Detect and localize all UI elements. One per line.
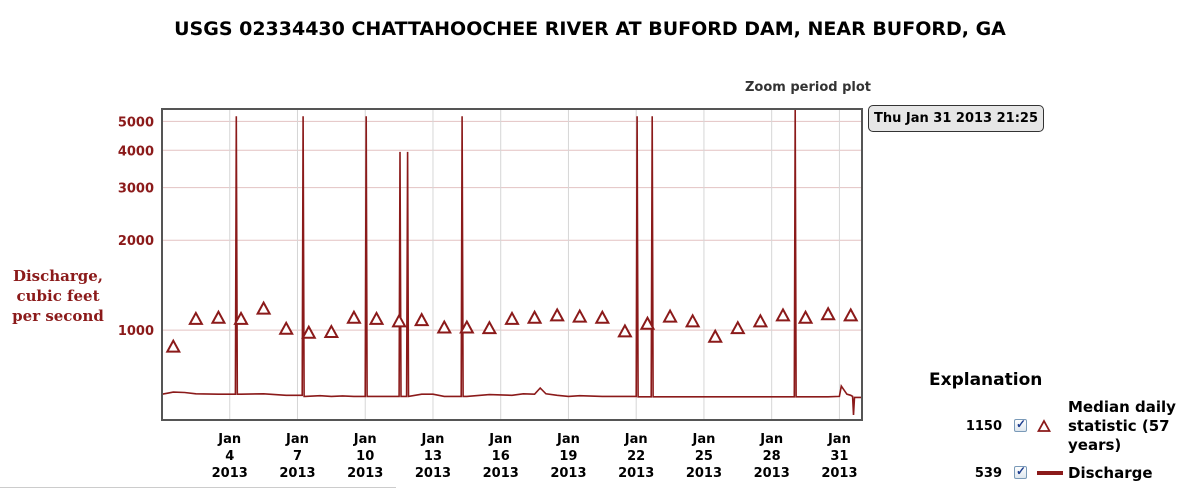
x-tick-label: 13 (424, 449, 442, 464)
median-series (165, 300, 859, 353)
x-tick-label: Jan (827, 432, 851, 447)
y-tick-label: 2000 (118, 234, 154, 249)
x-tick-label: Jan (285, 432, 309, 447)
median-triangle-point (255, 300, 272, 315)
median-triangle-point (459, 319, 475, 334)
median-triangle-point (707, 328, 723, 343)
median-triangle-point (504, 310, 520, 325)
checkmark-icon: ✓ (1016, 417, 1027, 431)
median-triangle-point (617, 323, 633, 338)
x-tick-label: Jan (488, 432, 512, 447)
median-triangle-point (346, 309, 362, 324)
median-triangle-point (549, 307, 565, 322)
median-triangle-point (797, 309, 814, 324)
median-triangle-point (572, 308, 588, 323)
x-tick-label: 2013 (618, 466, 654, 481)
median-triangle-point (730, 320, 746, 335)
legend-discharge-count: 539 (974, 466, 1002, 481)
median-triangle-point (662, 308, 678, 323)
legend-median-count: 1150 (965, 419, 1002, 434)
triangle-marker-icon (1037, 419, 1051, 432)
y-axis-label: Discharge, cubic feet per second (12, 267, 104, 325)
x-tick-label: Jan (217, 432, 241, 447)
median-triangle-point (323, 323, 340, 339)
legend-median-checkbox[interactable]: ✓ (1014, 417, 1027, 432)
x-tick-label: 2013 (754, 466, 790, 481)
x-tick-label: 2013 (279, 466, 315, 481)
median-triangle-point (775, 307, 791, 322)
x-tick-label: 25 (695, 449, 713, 464)
y-tick-label: 3000 (118, 182, 154, 197)
legend-median-label: Median daily statistic (57 years) (1068, 398, 1176, 454)
x-tick-label: 28 (763, 449, 781, 464)
discharge-line (161, 108, 862, 415)
checkmark-icon: ✓ (1016, 464, 1027, 478)
x-tick-label: 2013 (550, 466, 586, 481)
median-triangle-point (391, 313, 407, 328)
x-tick-label: 22 (627, 449, 645, 464)
x-tick-label: 2013 (483, 466, 519, 481)
x-tick-label: 2013 (686, 466, 722, 481)
x-tick-label: 2013 (821, 466, 857, 481)
median-triangle-point (278, 320, 294, 335)
zoom-period-label[interactable]: Zoom period plot (745, 80, 872, 95)
median-triangle-point (526, 309, 543, 324)
median-triangle-point (684, 313, 701, 328)
median-triangle-point (594, 309, 611, 324)
median-triangle-point (165, 338, 181, 353)
y-tick-label: 5000 (118, 115, 154, 130)
date-readout: Thu Jan 31 2013 21:25 (868, 105, 1044, 132)
x-tick-label: 2013 (415, 466, 451, 481)
x-tick-label: Jan (691, 432, 715, 447)
discharge-series (161, 108, 862, 415)
x-tick-label: 19 (559, 449, 577, 464)
x-tick-label: Jan (421, 432, 445, 447)
median-triangle-point (752, 313, 769, 328)
legend-discharge-label: Discharge (1068, 464, 1153, 482)
x-tick-label: 16 (492, 449, 510, 464)
median-triangle-point (368, 310, 385, 325)
median-triangle-point (820, 306, 836, 321)
median-triangle-point (843, 307, 859, 322)
x-tick-label: Jan (759, 432, 783, 447)
median-triangle-point (436, 319, 452, 334)
median-triangle-point (210, 309, 227, 324)
y-tick-label: 4000 (118, 144, 154, 159)
median-triangle-point (639, 315, 656, 330)
x-tick-label: Jan (624, 432, 648, 447)
x-tick-label: Jan (353, 432, 377, 447)
x-tick-label: 31 (830, 449, 848, 464)
divider (0, 487, 396, 488)
x-tick-labels: Jan 4 2013 Jan 7 2013 Jan 10 2013 Jan 13 2013 Jan 16 2… (212, 432, 858, 481)
plot-frame (161, 108, 863, 421)
line-swatch-icon (1037, 471, 1063, 475)
y-tick-label: 1000 (118, 324, 154, 339)
x-tick-label: Jan (556, 432, 580, 447)
median-triangle-point (413, 312, 430, 327)
x-tick-label: 4 (225, 449, 234, 464)
median-triangle-point (481, 320, 498, 335)
median-triangle-point (301, 324, 317, 339)
legend-title: Explanation (929, 370, 1043, 390)
x-tick-label: 2013 (212, 466, 248, 481)
grid-lines (162, 109, 862, 420)
legend-discharge-checkbox[interactable]: ✓ (1014, 464, 1027, 479)
median-triangle-point (188, 310, 204, 325)
median-triangle-point (233, 310, 249, 325)
y-tick-labels: 1000 2000 3000 4000 5000 (118, 115, 154, 339)
x-tick-label: 10 (356, 449, 374, 464)
x-tick-label: 7 (293, 449, 302, 464)
chart-title: USGS 02334430 CHATTAHOOCHEE RIVER AT BUF… (174, 18, 1006, 40)
x-tick-label: 2013 (347, 466, 383, 481)
